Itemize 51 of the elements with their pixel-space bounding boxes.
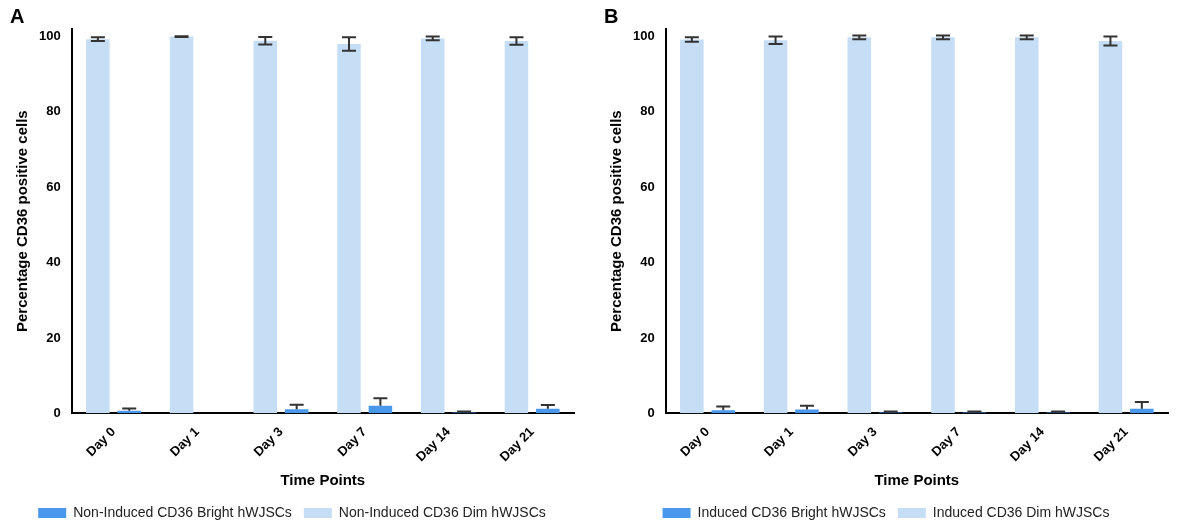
y-axis-title: Percentage CD36 positive cells <box>13 110 31 333</box>
bar <box>420 38 445 414</box>
bar <box>368 405 393 414</box>
bar <box>169 36 194 414</box>
bar <box>337 44 361 414</box>
legend-label: Induced CD36 Bright hWJSCs <box>697 503 886 520</box>
legend-label: Non-Induced CD36 Bright hWJSCs <box>73 503 292 520</box>
y-tick-label: 20 <box>46 329 61 345</box>
y-tick-label: 0 <box>647 404 655 420</box>
y-tick-label: 40 <box>640 254 655 270</box>
x-tick-label: Day 0 <box>677 423 713 460</box>
x-axis-title: Time Points <box>874 471 960 489</box>
y-tick-label: 0 <box>53 404 61 420</box>
legend-label: Induced CD36 Dim hWJSCs <box>932 503 1110 520</box>
y-axis-title: Percentage CD36 positive cells <box>607 110 625 333</box>
bar <box>680 39 704 414</box>
legend-label: Non-Induced CD36 Dim hWJSCs <box>338 503 546 520</box>
x-tick-label: Day 7 <box>928 423 964 460</box>
bar <box>931 37 955 414</box>
y-tick-label: 80 <box>640 103 655 119</box>
bar <box>847 37 872 414</box>
bar <box>86 39 110 414</box>
bar <box>284 409 309 414</box>
y-tick-label: 100 <box>632 28 655 44</box>
y-tick-label: 20 <box>640 329 655 345</box>
bar <box>763 40 788 414</box>
bar <box>1130 408 1154 414</box>
x-tick-label: Day 3 <box>844 423 880 460</box>
bar <box>1098 41 1123 414</box>
bar <box>711 410 736 414</box>
chart-title: B <box>604 4 619 27</box>
y-tick-label: 60 <box>640 178 655 194</box>
x-tick-label: Day 3 <box>250 423 286 460</box>
bar <box>536 408 560 414</box>
bar <box>504 41 529 414</box>
y-tick-label: 100 <box>38 28 61 44</box>
x-tick-label: Day 21 <box>496 423 537 465</box>
y-tick-label: 40 <box>46 254 61 270</box>
x-tick-label: Day 1 <box>166 423 202 460</box>
bar <box>1014 37 1039 414</box>
bar <box>253 40 278 414</box>
x-tick-label: Day 0 <box>83 423 119 460</box>
x-tick-label: Day 21 <box>1090 423 1131 465</box>
x-axis-title: Time Points <box>280 471 366 489</box>
y-tick-label: 80 <box>46 103 61 119</box>
chart-title: A <box>10 4 25 27</box>
y-tick-label: 60 <box>46 178 61 194</box>
x-tick-label: Day 1 <box>760 423 796 460</box>
x-tick-label: Day 14 <box>1006 423 1048 465</box>
x-tick-label: Day 7 <box>334 423 370 460</box>
x-tick-label: Day 14 <box>412 423 454 465</box>
